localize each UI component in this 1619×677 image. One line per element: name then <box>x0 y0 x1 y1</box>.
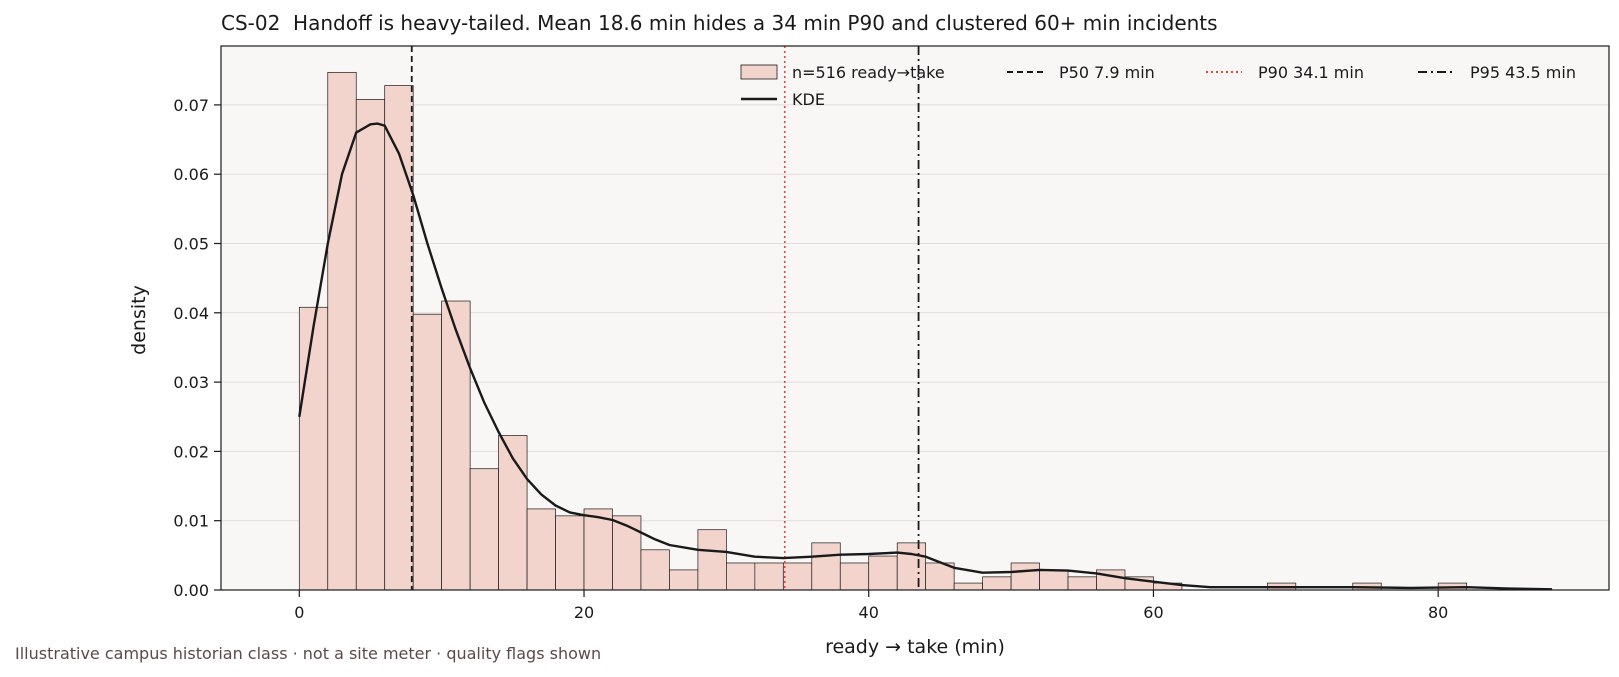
histogram-bar <box>697 529 727 591</box>
histogram-bar <box>868 555 898 591</box>
y-tick-label: 0.05 <box>173 235 209 254</box>
x-tick-label: 80 <box>1428 603 1448 622</box>
legend-label: P90 34.1 min <box>1258 63 1364 82</box>
x-axis-ticks: 0 20 40 60 80 <box>294 590 1448 622</box>
histogram-bar <box>811 542 841 591</box>
y-tick-label: 0.00 <box>173 581 209 600</box>
legend: n=516 ready→take P50 7.9 min P90 34.1 min P… <box>740 63 1576 109</box>
plot-frame <box>220 45 1610 591</box>
legend-swatch-histogram <box>740 64 778 80</box>
y-axis-label: density <box>128 285 150 355</box>
histogram-bar <box>526 508 556 591</box>
reference-lines <box>410 46 920 590</box>
histogram-bar <box>1039 569 1069 591</box>
y-tick-label: 0.01 <box>173 512 209 531</box>
x-tick-label: 20 <box>574 603 594 622</box>
histogram-bar <box>583 508 613 591</box>
histogram-bar <box>982 576 1012 591</box>
chart-title: CS-02 Handoff is heavy-tailed. Mean 18.6… <box>221 11 1218 35</box>
x-tick-label: 60 <box>1143 603 1163 622</box>
y-tick-label: 0.02 <box>173 442 209 461</box>
x-axis-label: ready → take (min) <box>825 636 1005 658</box>
histogram-bar <box>384 85 414 591</box>
histogram-bar <box>298 306 329 591</box>
y-tick-label: 0.04 <box>173 304 209 323</box>
histogram-bar <box>669 569 699 591</box>
histogram-bar <box>441 300 471 591</box>
legend-label: P50 7.9 min <box>1059 63 1155 82</box>
histogram-bar <box>1067 576 1097 591</box>
histogram-bar <box>1010 562 1040 591</box>
kde-line <box>298 122 1553 591</box>
histogram-bar <box>498 435 528 591</box>
histogram-bar <box>612 515 642 591</box>
histogram-bar <box>640 549 670 591</box>
y-tick-label: 0.07 <box>173 96 209 115</box>
histogram-bar <box>327 71 357 591</box>
histogram-bar <box>782 562 813 591</box>
histogram-bar <box>555 515 585 591</box>
footnote: Illustrative campus historian class · no… <box>15 644 602 663</box>
y-tick-label: 0.06 <box>173 165 209 184</box>
legend-label: P95 43.5 min <box>1470 63 1576 82</box>
histogram-bar <box>839 562 870 591</box>
y-axis-ticks: 0.00 0.01 0.02 0.03 0.04 0.05 0.06 0.07 <box>173 96 221 600</box>
legend-label: n=516 ready→take <box>792 63 945 82</box>
x-tick-label: 40 <box>859 603 879 622</box>
histogram-bar <box>469 468 499 591</box>
histogram-bar <box>412 313 443 591</box>
histogram-bar <box>355 99 386 591</box>
legend-label: KDE <box>792 90 825 109</box>
histogram-bar <box>726 562 756 591</box>
histogram-bar <box>896 542 927 591</box>
x-tick-label: 0 <box>294 603 304 622</box>
y-tick-label: 0.03 <box>173 373 209 392</box>
histogram-bar <box>754 562 784 591</box>
histogram-bar <box>953 582 983 591</box>
